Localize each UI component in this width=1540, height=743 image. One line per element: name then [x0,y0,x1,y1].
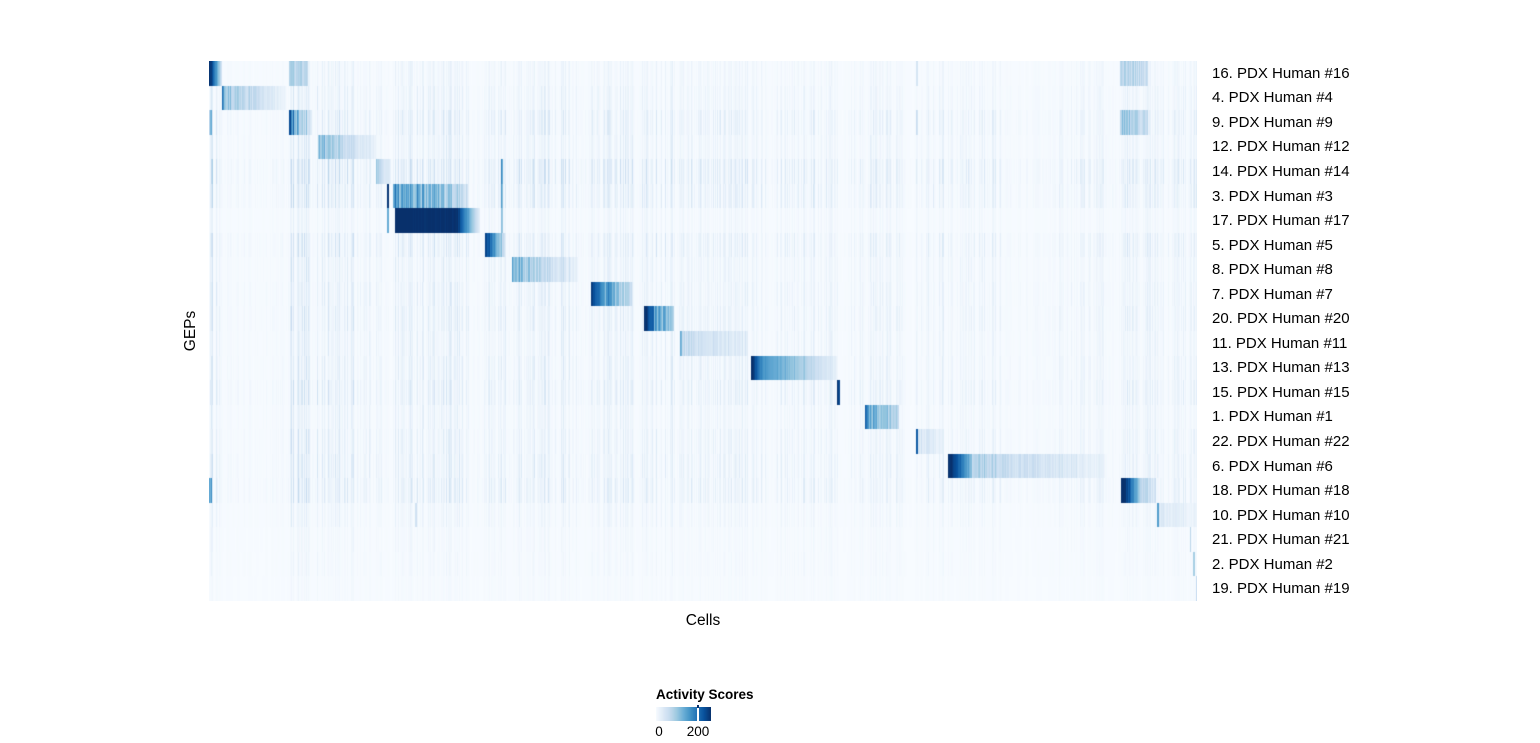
heatmap-canvas [209,61,1197,601]
legend-tick-200: 200 [686,724,710,739]
row-label: 18. PDX Human #18 [1212,482,1350,500]
legend-colorbar-canvas [656,707,711,721]
row-label: 6. PDX Human #6 [1212,457,1333,475]
row-label: 3. PDX Human #3 [1212,187,1333,205]
row-label: 19. PDX Human #19 [1212,580,1350,598]
row-label: 4. PDX Human #4 [1212,89,1333,107]
row-label: 20. PDX Human #20 [1212,310,1350,328]
y-axis-label: GEPs [182,310,199,352]
legend-colorbar [656,705,711,721]
legend-tick-mark-nub [697,705,699,709]
row-labels: 16. PDX Human #16 4. PDX Human #4 9. PDX H… [1203,61,1538,601]
row-label: 2. PDX Human #2 [1212,555,1333,573]
row-label: 13. PDX Human #13 [1212,359,1350,377]
row-label: 12. PDX Human #12 [1212,138,1350,156]
row-label: 14. PDX Human #14 [1212,162,1350,180]
legend: Activity Scores 0 200 [655,687,776,740]
row-label: 11. PDX Human #11 [1212,334,1348,352]
legend-tick-mark [697,708,699,721]
heatmap-plot [209,61,1197,601]
row-label: 1. PDX Human #1 [1212,408,1333,426]
row-label: 10. PDX Human #10 [1212,506,1350,524]
row-label: 22. PDX Human #22 [1212,432,1350,450]
row-label: 15. PDX Human #15 [1212,383,1350,401]
row-label: 21. PDX Human #21 [1212,531,1350,549]
x-axis-label: Cells [685,612,721,629]
row-label: 16. PDX Human #16 [1212,64,1350,82]
row-label: 5. PDX Human #5 [1212,236,1333,254]
row-label: 8. PDX Human #8 [1212,261,1333,279]
legend-tick-labels: 0 200 [655,724,726,740]
legend-tick-0: 0 [655,724,663,739]
row-label: 9. PDX Human #9 [1212,113,1333,131]
row-label: 17. PDX Human #17 [1212,212,1350,230]
legend-title: Activity Scores [656,687,754,702]
row-label: 7. PDX Human #7 [1212,285,1333,303]
